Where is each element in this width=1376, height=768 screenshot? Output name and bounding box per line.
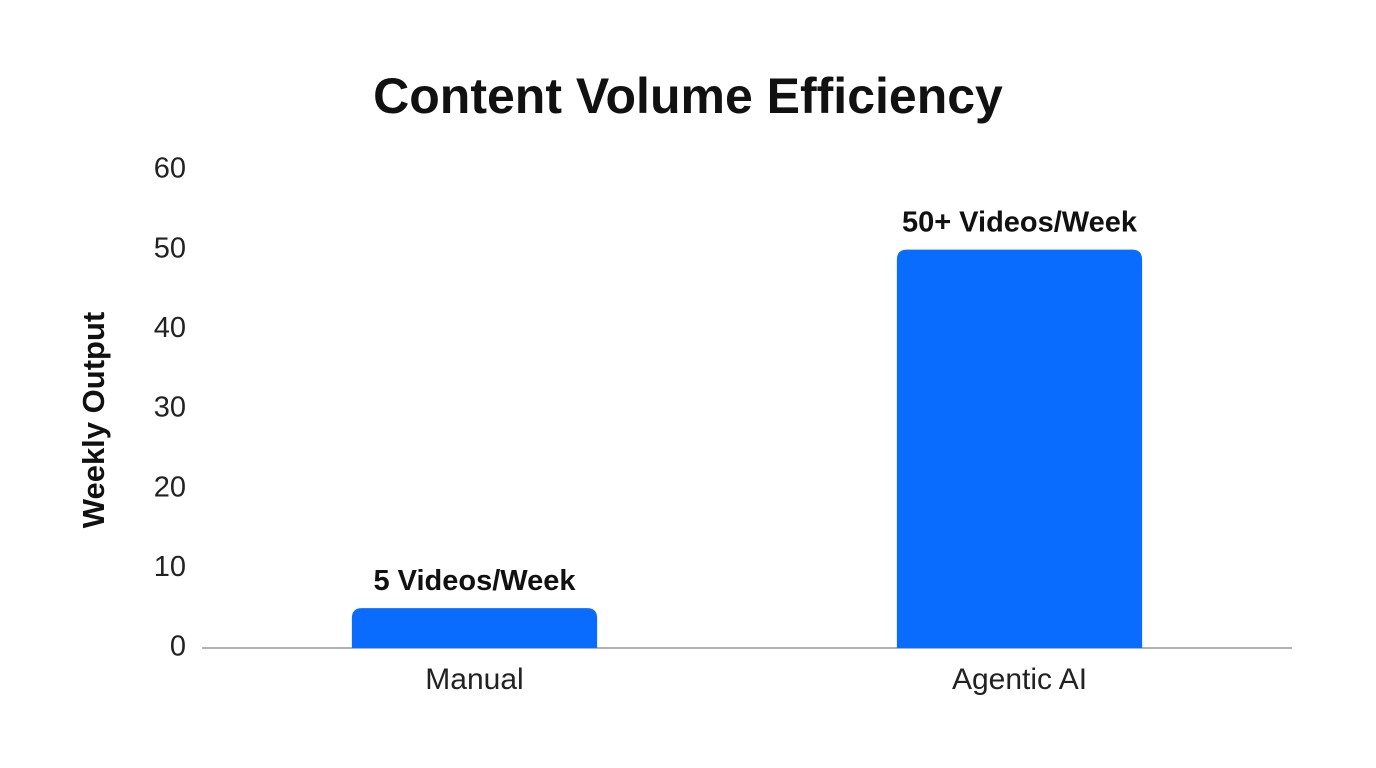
y-tick-label: 30 [154, 392, 186, 424]
y-tick-label: 60 [154, 153, 186, 185]
y-tick-label: 20 [154, 471, 186, 503]
x-tick-label: Manual [425, 663, 523, 696]
y-tick-label: 50 [154, 232, 186, 264]
y-axis-label: Weekly Output [76, 312, 111, 528]
chart-title: Content Volume Efficiency [373, 68, 1003, 124]
bar [896, 249, 1143, 648]
value-label: 50+ Videos/Week [902, 206, 1138, 238]
x-tick-label: Agentic AI [952, 663, 1087, 696]
y-tick-label: 0 [170, 631, 186, 663]
y-tick-label: 40 [154, 312, 186, 344]
bar [351, 608, 598, 648]
value-label: 5 Videos/Week [373, 565, 576, 597]
y-tick-label: 10 [154, 551, 186, 583]
